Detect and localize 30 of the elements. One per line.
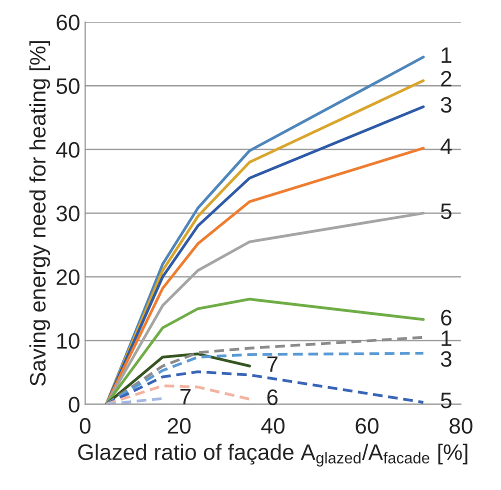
- x-tick-label: 80: [450, 418, 472, 434]
- series-label: 3: [440, 97, 452, 113]
- series-label: 6: [441, 310, 452, 326]
- x-tick-label: 60: [356, 418, 378, 434]
- series-label: 1: [442, 48, 452, 63]
- y-tick-label: 40: [56, 142, 80, 158]
- series-label: 1: [442, 330, 452, 346]
- y-axis-title: Saving energy need for heating [%]: [29, 41, 50, 386]
- series-label: 5: [440, 204, 452, 220]
- line-series: [104, 298, 425, 404]
- series-label: 2: [441, 70, 452, 86]
- y-tick-label: 0: [68, 396, 80, 413]
- series-label: 4: [440, 138, 452, 154]
- series-label: 3: [440, 351, 452, 367]
- x-tick-label: 40: [261, 418, 285, 434]
- x-tick-label: 20: [168, 418, 191, 434]
- x-axis-title: Glazed ratio of façade A$_{glazed}$/A$_{facade}$ [%]: [78, 444, 468, 467]
- y-tick-label: 60: [56, 14, 80, 30]
- y-tick-label: 30: [56, 206, 80, 222]
- y-tick-label: 10: [57, 333, 80, 349]
- y-tick-label: 50: [56, 78, 80, 94]
- series-label: 5: [440, 392, 452, 408]
- series-label: 6: [267, 389, 278, 406]
- line-series: [104, 384, 251, 404]
- y-tick-label: 20: [56, 269, 80, 286]
- series-label: 7: [180, 388, 191, 404]
- series-label: 7: [267, 356, 278, 372]
- x-tick-label: 0: [80, 418, 90, 434]
- line-series: [104, 352, 425, 404]
- line-series: [104, 370, 425, 404]
